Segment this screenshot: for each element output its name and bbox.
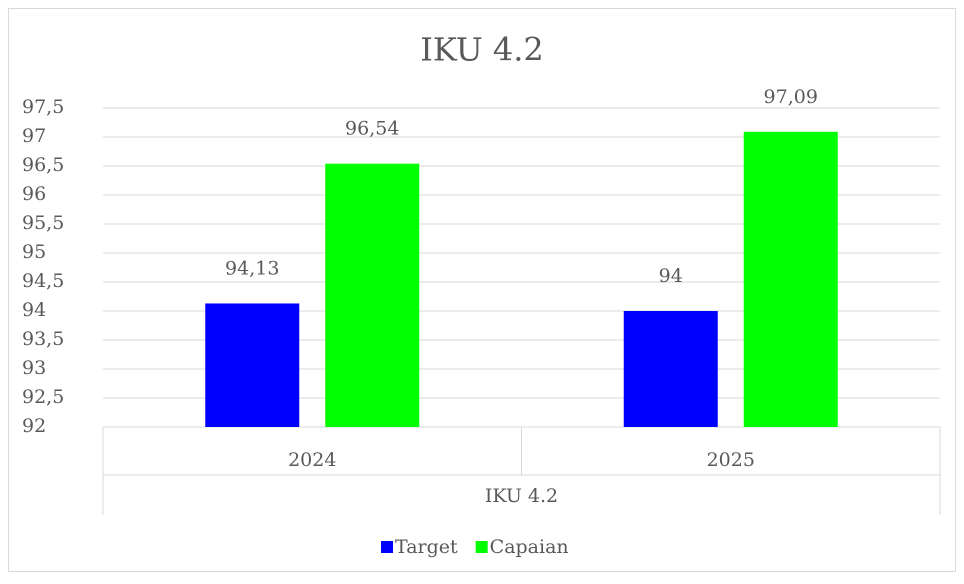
bar [205, 303, 300, 427]
y-tick-label: 94,5 [22, 270, 64, 292]
bar [623, 311, 718, 427]
y-tick-label: 97 [22, 125, 46, 147]
value-label: 96,54 [345, 118, 399, 140]
bar [325, 163, 420, 427]
value-label: 94 [659, 265, 683, 287]
legend-label: Capaian [490, 536, 569, 558]
bar [743, 131, 838, 427]
y-tick-label: 92,5 [22, 386, 64, 408]
legend-swatch [475, 541, 488, 553]
y-tick-label: 93,5 [22, 328, 64, 350]
chart-title: IKU 4.2 [420, 31, 543, 69]
y-tick-label: 94 [22, 299, 46, 321]
y-tick-label: 96 [22, 183, 46, 205]
y-tick-label: 92 [22, 415, 46, 437]
legend-swatch [381, 541, 393, 553]
y-tick-label: 95 [22, 241, 46, 263]
x-group-label: IKU 4.2 [485, 485, 558, 507]
x-tick-label: 2025 [707, 449, 755, 471]
legend-label: Target [395, 536, 458, 558]
y-tick-label: 96,5 [22, 154, 64, 176]
x-tick-label: 2024 [288, 449, 336, 471]
y-tick-label: 97,5 [22, 96, 64, 118]
y-tick-label: 93 [22, 357, 46, 379]
value-label: 94,13 [225, 257, 279, 279]
value-label: 97,09 [764, 86, 818, 108]
y-tick-label: 95,5 [22, 212, 64, 234]
